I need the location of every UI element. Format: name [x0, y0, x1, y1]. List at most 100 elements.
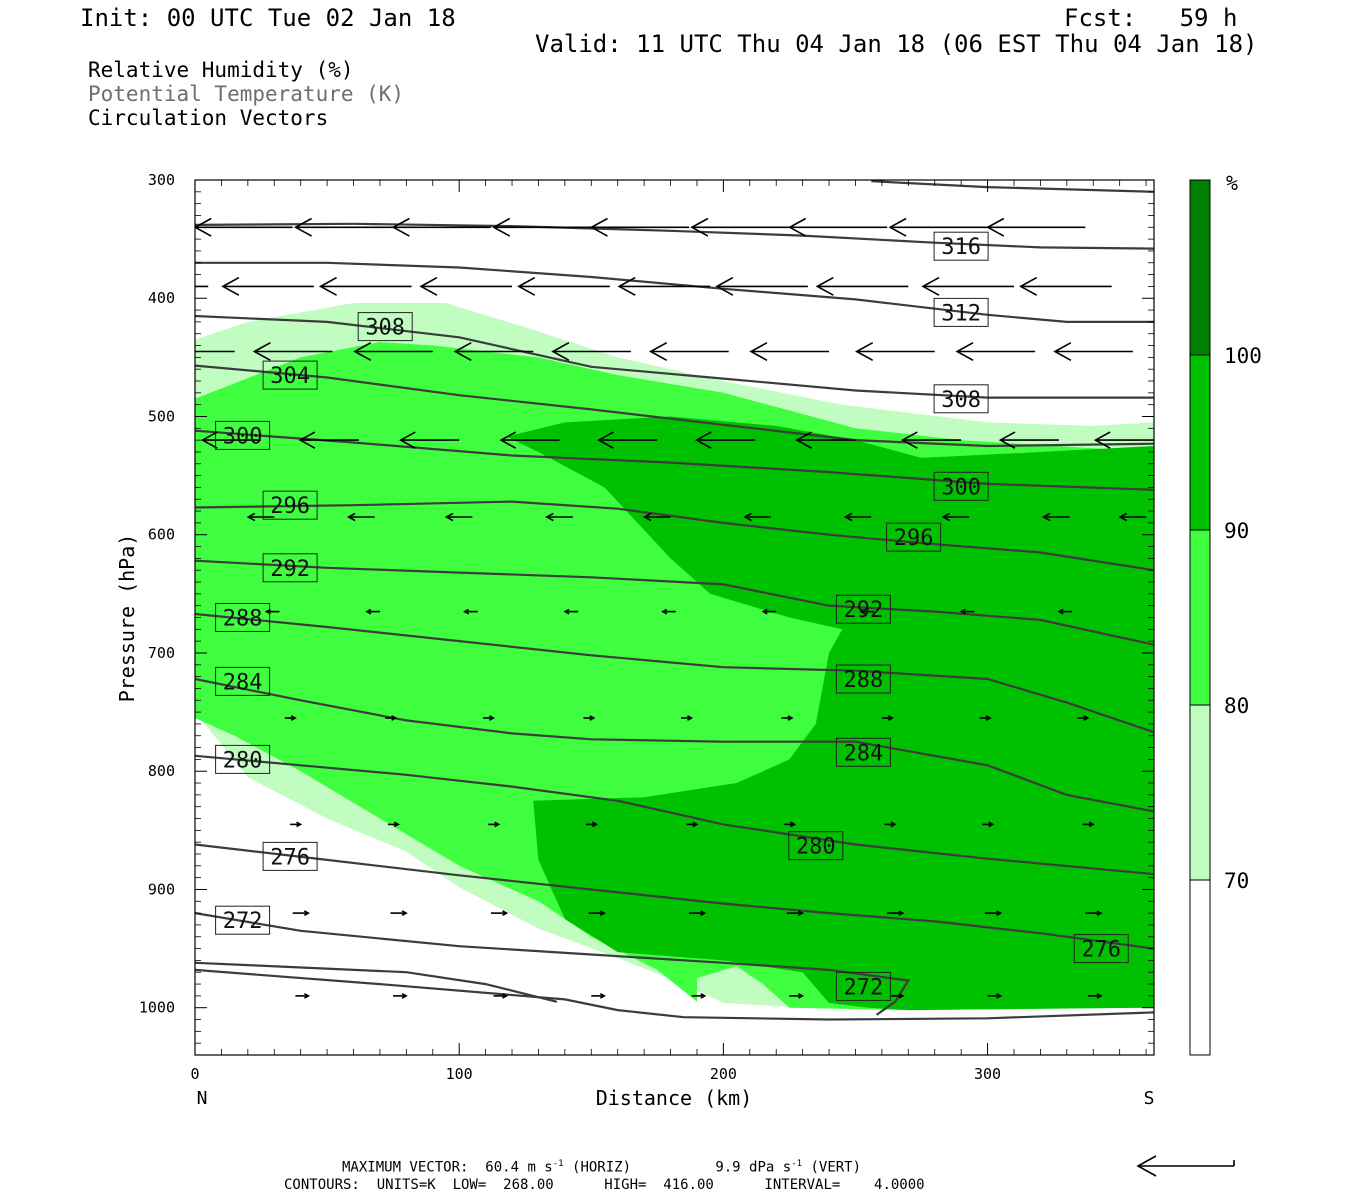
vector-9-4: [691, 992, 707, 999]
colorbar-segment-0: [1190, 880, 1210, 1055]
contour-label-296-7: 296: [262, 490, 318, 520]
colorbar-label-80: 80: [1224, 694, 1249, 718]
vector-2-8: [955, 341, 1036, 362]
vector-head: [996, 992, 1003, 999]
vector-head: [959, 608, 966, 615]
vector-head: [642, 512, 652, 522]
vector-head: [996, 910, 1003, 917]
vector-head: [795, 431, 812, 449]
contour-label-box: [835, 971, 891, 1001]
vector-head: [399, 431, 416, 449]
contour-label-box: [1073, 934, 1129, 964]
vector-1-3: [419, 276, 512, 296]
vector-head: [788, 217, 807, 237]
x-tick-label-300: 300: [974, 1065, 1001, 1083]
vector-6-5: [781, 715, 794, 721]
contour-label-296-8: 296: [886, 522, 942, 552]
vector-9-6: [889, 992, 905, 999]
theta-line-292-7: [195, 559, 1154, 646]
contour-label-284-13: 284: [215, 666, 271, 696]
contour-label-box: [215, 905, 271, 935]
vector-head: [790, 821, 797, 828]
vector-8-4: [689, 910, 707, 917]
vector-3-0: [200, 431, 261, 449]
contour-label-layer: 316 312 308 308 304 300 300 296 296 292 292 288 288 2…: [215, 231, 1129, 1001]
vector-head: [489, 715, 496, 721]
vector-head: [761, 608, 768, 615]
vector-head: [290, 715, 297, 721]
vector-9-0: [295, 992, 311, 999]
colorbar-frame: [1189, 179, 1211, 1056]
vector-head: [592, 821, 599, 828]
vector-0-5: [589, 217, 689, 237]
vector-head: [798, 992, 805, 999]
horiz-unit-exp: -1: [552, 1159, 564, 1169]
vector-8-7: [984, 910, 1003, 917]
contour-label-292-9: 292: [262, 553, 318, 583]
contour-label-box: [357, 312, 413, 342]
contour-label-text: 276: [1081, 938, 1121, 963]
vector-head: [798, 910, 805, 917]
contour-label-box: [933, 384, 989, 414]
contour-label-text: 276: [270, 845, 310, 870]
vector-6-6: [881, 715, 894, 721]
theta-line-304-10: [195, 364, 1154, 448]
horiz-tag: (HORIZ): [572, 1159, 632, 1176]
contour-label-text: 288: [223, 607, 263, 632]
colorbar-segment-2: [1190, 530, 1210, 705]
contour-label-box: [835, 594, 891, 624]
vector-head: [998, 431, 1016, 449]
vector-6-8: [1077, 715, 1090, 721]
vector-0-6: [690, 217, 790, 237]
x-tick-label-200: 200: [710, 1065, 737, 1083]
contour-label-text: 304: [270, 364, 310, 389]
contour-label-text: 280: [796, 835, 836, 860]
vector-head: [492, 217, 511, 237]
contour-label-text: 308: [941, 388, 981, 413]
theta-line-296-8: [195, 500, 1154, 572]
vector-head: [391, 715, 398, 721]
vector-3-2: [399, 431, 460, 449]
vector-head: [551, 341, 570, 362]
vector-head: [700, 992, 707, 999]
vector-3-5: [694, 431, 756, 449]
vector-head: [296, 821, 303, 828]
vector-8-6: [887, 910, 905, 917]
colorbar-label-100: 100: [1224, 344, 1262, 368]
vector-head: [293, 217, 312, 237]
vector-5-1: [365, 608, 380, 615]
vector-4-0: [246, 512, 275, 522]
vector-0-3: [391, 217, 491, 237]
vector-5-2: [463, 608, 478, 615]
vector-head: [200, 431, 218, 449]
vector-head: [401, 992, 408, 999]
x-end-right: S: [1144, 1088, 1155, 1109]
colorbar-segment-4: [1190, 180, 1210, 355]
contour-label-304-4: 304: [262, 360, 318, 390]
theta-line-276-3: [195, 843, 1154, 950]
vector-0-0: [98, 219, 196, 237]
theta-line-272-1: [195, 968, 1154, 1021]
vector-head: [1053, 341, 1072, 362]
vector-head: [955, 341, 974, 362]
contour-label-276-18: 276: [1073, 934, 1129, 964]
vector-4-9: [1118, 512, 1147, 522]
vector-7-2: [488, 821, 501, 828]
y-tick-label-600: 600: [148, 526, 175, 544]
vector-head: [986, 217, 1005, 237]
vector-5-4: [661, 608, 676, 615]
contour-label-box: [215, 666, 271, 696]
vector-head: [157, 343, 173, 361]
vector-head: [545, 512, 554, 522]
y-tick-label-300: 300: [148, 171, 175, 189]
vector-head: [694, 431, 712, 449]
contour-label-box: [788, 831, 844, 861]
vector-head: [1019, 276, 1038, 296]
max-horiz-value: 60.4 m s: [485, 1159, 553, 1176]
vector-head: [898, 992, 905, 999]
vector-head: [304, 992, 311, 999]
contour-label-308-3: 308: [933, 384, 989, 414]
forecast-hour: Fcst: 59 h: [1064, 4, 1238, 32]
vector-head: [563, 608, 570, 615]
vert-unit-exp: -1: [791, 1159, 803, 1169]
